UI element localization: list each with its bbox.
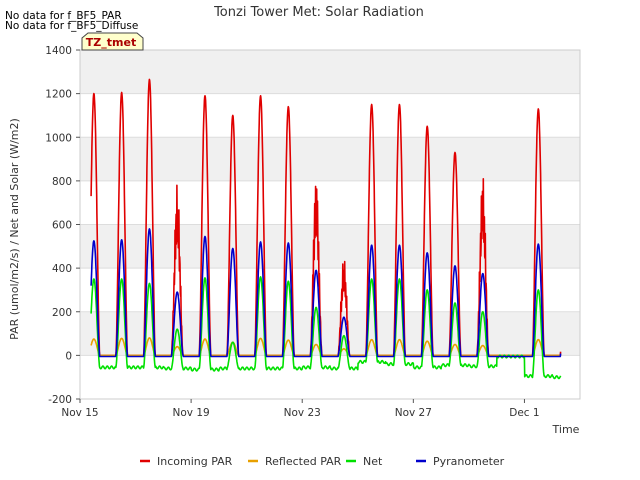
legend: Incoming PAR Reflected PAR Net Pyranometer xyxy=(140,455,505,468)
legend-label: Incoming PAR xyxy=(157,455,233,468)
grid-band xyxy=(80,311,580,356)
y-tick-label: 0 xyxy=(65,350,72,362)
y-axis: -200 0 200 400 600 800 1000 1200 1400 xyxy=(45,45,80,406)
grid-band xyxy=(80,50,580,94)
series-line-net xyxy=(90,276,562,380)
y-tick-label: 1000 xyxy=(45,132,72,144)
grid-bands xyxy=(80,50,580,356)
legend-item: Incoming PAR xyxy=(140,455,233,468)
y-axis-label: PAR (umol/m2/s) / Net and Solar (W/m2) xyxy=(8,118,21,340)
series-lines xyxy=(90,78,562,380)
y-tick-label: -200 xyxy=(48,394,72,406)
legend-label: Reflected PAR xyxy=(265,455,342,468)
no-data-note-1: No data for f_BF5_PAR xyxy=(5,10,122,22)
x-tick-label: Nov 27 xyxy=(395,407,432,419)
x-tick-label: Nov 19 xyxy=(173,407,210,419)
legend-item: Net xyxy=(346,455,383,468)
x-tick-label: Nov 15 xyxy=(61,407,98,419)
legend-item: Reflected PAR xyxy=(248,455,342,468)
y-tick-label: 200 xyxy=(52,307,72,319)
y-tick-label: 600 xyxy=(52,220,72,232)
grid-band xyxy=(80,224,580,269)
grid-band xyxy=(80,137,580,181)
series-line-pyranometer xyxy=(90,228,562,358)
y-tick-label: 800 xyxy=(52,176,72,188)
x-axis-label: Time xyxy=(552,423,580,436)
x-tick-label: Nov 23 xyxy=(284,407,321,419)
legend-item: Pyranometer xyxy=(416,455,505,468)
y-tick-label: 1400 xyxy=(45,45,72,57)
legend-label: Pyranometer xyxy=(433,455,505,468)
station-badge-label: TZ_tmet xyxy=(86,36,136,49)
series-line-reflected-par xyxy=(90,337,562,357)
chart-title: Tonzi Tower Met: Solar Radiation xyxy=(213,5,424,20)
legend-label: Net xyxy=(363,455,383,468)
x-axis: Nov 15 Nov 19 Nov 23 Nov 27 Dec 1 xyxy=(61,399,540,419)
station-badge: TZ_tmet xyxy=(81,32,144,51)
y-tick-label: 1200 xyxy=(45,89,72,101)
no-data-note-2: No data for f_BF5_Diffuse xyxy=(5,20,138,32)
x-tick-label: Dec 1 xyxy=(509,407,539,419)
y-tick-label: 400 xyxy=(52,263,72,275)
